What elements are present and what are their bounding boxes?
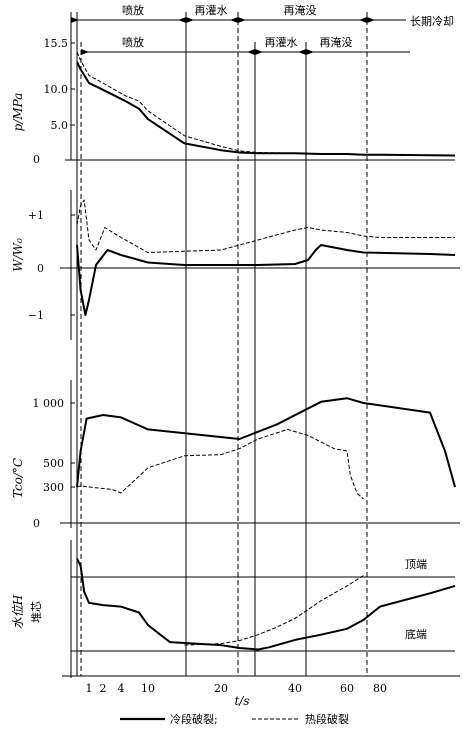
pressure-series-solid [76,61,456,157]
panel-level: 顶端 底端 水位H 堆芯 [11,540,460,678]
phase-arrow [238,17,246,23]
y-axis-label: W/W₀ [11,238,25,272]
phase-arrow [81,49,89,55]
phase-label-reflood-hot: 再淹没 [320,36,353,49]
phase-arrow [186,17,194,23]
phase-arrow [178,17,186,23]
temperature-series-solid [76,397,456,488]
x-tick-labels: 1 2 4 10 20 40 60 80 [86,682,388,695]
phase-boundaries [76,12,368,676]
pressure-series-dashed [76,51,456,156]
x-axis-label: t/s [234,694,249,708]
y-tick-label: 5.0 [51,119,69,132]
x-tick-label: 1 [86,682,93,695]
y-tick-label: 15.5 [44,37,69,50]
phase-label-reflood: 再淹没 [284,4,317,17]
flow-series-solid [76,244,456,316]
legend-label-solid: 冷段破裂; [170,712,218,726]
y-tick-label: 0 [33,153,40,166]
phase-arrow [255,49,263,55]
y-axis-label: 水位H [11,594,25,629]
x-tick-label: 20 [214,682,228,695]
y-tick-label: 500 [43,457,64,470]
x-tick-label: 40 [288,682,302,695]
level-series-solid [76,558,456,651]
y-tick-label: −1 [28,309,44,322]
y-axis-label: p/MPa [11,93,25,132]
phase-arrow [298,49,306,55]
x-tick-label: 80 [373,682,387,695]
phase-arrow [367,17,375,23]
level-series-dashed [184,575,364,646]
y-tick-label: 0 [37,262,44,275]
reference-label-bottom: 底端 [405,627,427,641]
phase-label-refill-hot: 再灌水 [265,36,298,49]
x-tick-label: 10 [141,682,155,695]
y-tick-label: 1 000 [33,397,65,410]
legend-label-dashed: 热段破裂 [305,712,349,726]
y-tick-label: +1 [28,209,44,222]
y-tick-label: 300 [43,481,64,494]
y-tick-label: 10.0 [44,83,69,96]
y-tick-label: 0 [33,517,40,530]
phase-arrow [359,17,367,23]
legend: 冷段破裂; 热段破裂 [120,712,349,726]
reference-label-top: 顶端 [405,558,427,571]
phase-label-blowdown: 喷放 [122,3,144,17]
y-axis-label: Tco/°C [11,458,25,498]
panel-pressure: 15.5 10.0 5.0 0 p/MPa [11,12,455,166]
panel-flow: +1 0 −1 W/W₀ [11,190,460,340]
flow-series-dashed [76,199,455,253]
core-label: 堆芯 [29,601,43,623]
phase-label-longterm: 长期冷却 [410,15,454,28]
x-tick-label: 60 [340,682,354,695]
phase-arrow [71,17,79,23]
phase-arrow [306,49,314,55]
panel-temperature: 1 000 500 300 0 Tco/°C [11,380,460,530]
x-tick-label: 4 [118,682,125,695]
phase-arrow [247,49,255,55]
phase-arrow [230,17,238,23]
phase-label-blowdown-hot: 喷放 [122,35,144,49]
phase-label-refill: 再灌水 [195,4,228,17]
phase-header: 喷放 再灌水 再淹没 长期冷却 喷放 再灌水 再淹没 [71,3,454,55]
x-tick-label: 2 [100,682,107,695]
series-layer [76,51,456,651]
temperature-series-dashed [76,428,364,500]
